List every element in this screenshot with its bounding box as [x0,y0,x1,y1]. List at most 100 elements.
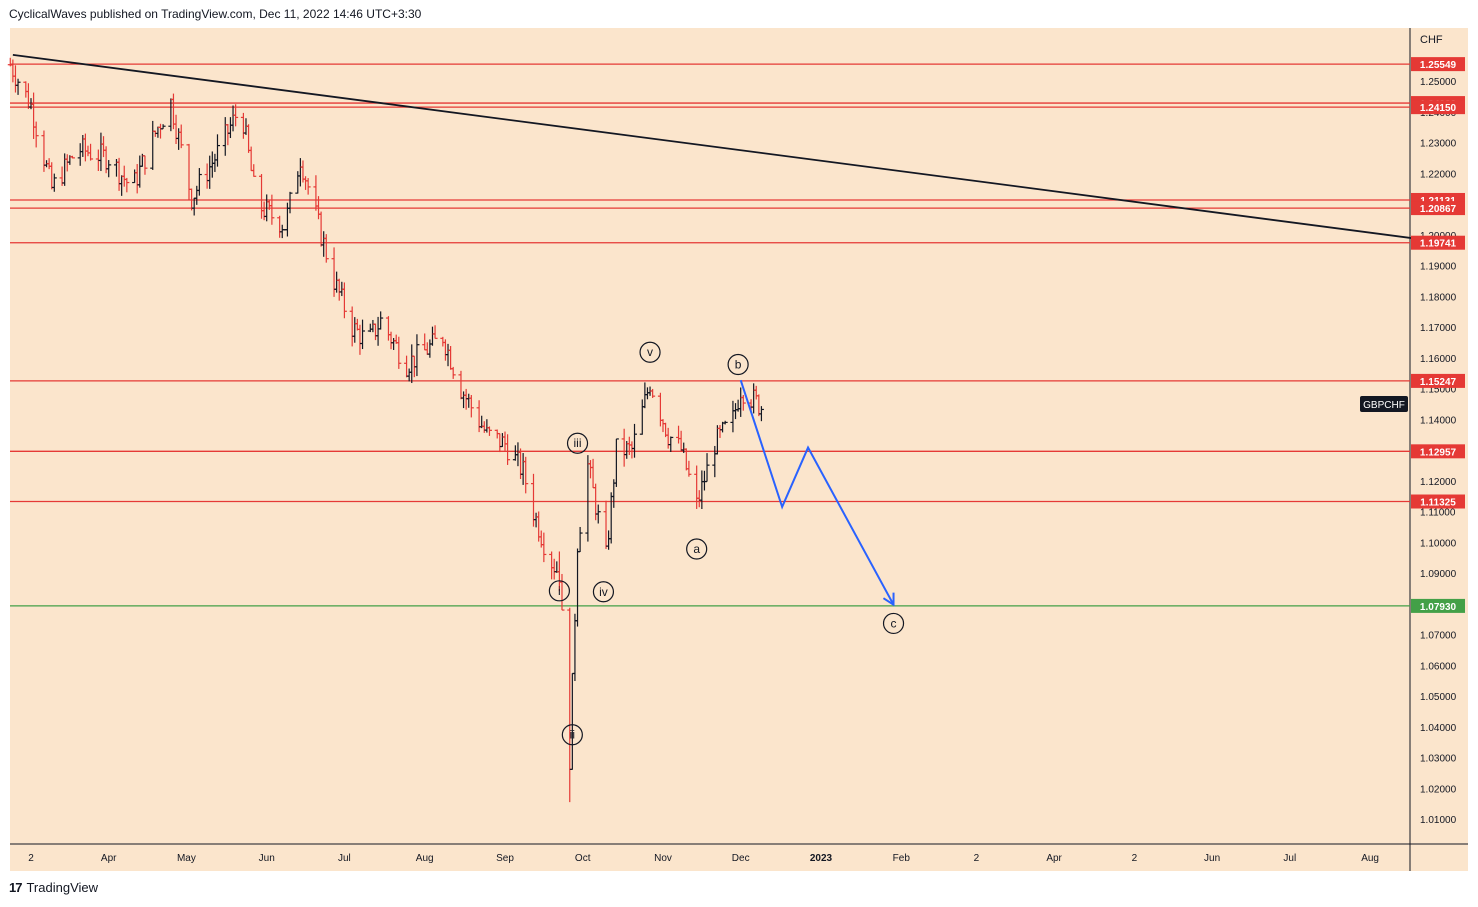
ohlc-bar [378,311,384,330]
time-tick-label: Nov [654,853,672,864]
time-tick-label: Dec [732,853,750,864]
symbol-tag[interactable]: GBPCHF [1360,396,1408,412]
time-tick-label: Jul [1283,853,1296,864]
wave-label-text: iii [574,436,582,450]
ohlc-bar [450,366,456,379]
ohlc-bar [704,453,710,483]
level-tag [1411,201,1465,216]
ohlc-bar [468,395,474,418]
wave-label-circle [548,580,570,602]
ohlc-bar [196,168,202,196]
price-tick-label: 1.03000 [1420,754,1457,765]
wave-label: ii [561,724,583,746]
projection-group [739,379,895,607]
time-tick-label: 2 [974,853,980,864]
ohlc-bar [233,104,239,127]
time-tick-label: Sep [496,853,514,864]
ohlc-bar [613,438,619,487]
price-tick-label: 1.02000 [1420,784,1457,795]
wave-label-circle [639,341,661,363]
wave-label-circle [561,724,583,746]
ohlc-bar [106,160,112,178]
ohlc-bar [758,406,764,422]
level-tag-label: 1.07930 [1420,602,1457,613]
price-tick-label: 1.19000 [1420,262,1457,273]
time-tick-label: 2 [1132,853,1138,864]
currency-label: CHF [1420,34,1443,46]
wave-label-circle [686,538,708,560]
ohlc-bar [577,526,583,553]
projection-arrowhead [882,592,895,607]
tradingview-logo-icon: 17 [9,880,23,895]
ohlc-bar [414,334,420,377]
footer: 17 TradingView [9,880,98,895]
level-price-tags: 1.255491.242821.241501.211311.208671.197… [1411,57,1465,613]
level-tag [1411,100,1465,115]
price-tick-label: 1.09000 [1420,569,1457,580]
wave-label: c [882,612,905,635]
level-tag-label: 1.25549 [1420,60,1457,71]
price-tick-label: 1.14000 [1420,415,1457,426]
ohlc-bar [269,194,275,225]
footer-brand: TradingView [26,880,99,895]
price-tick-label: 1.11000 [1420,508,1456,519]
ohlc-bar [686,460,692,477]
wave-label-circle [592,581,615,603]
ohlc-bar [632,423,638,458]
wave-label-text: c [891,616,897,630]
time-tick-label: 2 [28,853,34,864]
ohlc-bar [323,234,329,263]
wave-label: v [639,341,661,363]
ohlc-bar [142,155,148,175]
wave-label-text: v [647,345,653,359]
time-tick-label: Jun [1204,853,1220,864]
ohlc-bar [88,143,94,161]
level-tag-label: 1.20867 [1420,204,1457,215]
time-tick-label: 2023 [810,853,833,864]
ohlc-bar [214,134,220,167]
symbol-label: GBPCHF [1363,400,1405,411]
price-tick-label: 1.16000 [1420,354,1457,365]
ohlc-bar [523,456,529,494]
wave-label-circle [727,353,749,376]
time-tick-label: Apr [1046,853,1062,864]
time-tick-label: Jul [338,853,351,864]
trendline [12,53,1441,243]
price-tick-label: 1.23000 [1420,139,1457,150]
price-tick-label: 1.10000 [1420,538,1457,549]
level-tag-label: 1.19741 [1420,239,1457,250]
ohlc-bar [396,336,402,369]
ohlc-bars [7,57,764,803]
price-tick-label: 1.05000 [1420,692,1457,703]
wave-label-text: b [735,358,742,372]
horizontal-levels [10,63,1410,607]
trendline-group [12,53,1441,243]
level-tag [1411,444,1465,459]
ohlc-bar [541,532,547,563]
price-tick-label: 1.18000 [1420,292,1457,303]
time-tick-label: Apr [101,853,117,864]
wave-label-text: a [693,542,700,556]
ohlc-bar [178,124,184,149]
ohlc-bar [287,191,293,214]
price-tick-label: 1.04000 [1420,723,1457,734]
wave-label-text: iv [599,585,608,599]
ohlc-bar [505,434,511,465]
ohlc-bar [124,177,130,193]
time-tick-label: Feb [893,853,911,864]
plot-background [10,28,1410,844]
ohlc-bar [432,325,438,339]
ohlc-bar [305,178,311,195]
price-tick-label: 1.07000 [1420,631,1457,642]
ohlc-bar [251,164,257,177]
time-tick-label: Jun [259,853,275,864]
level-tag-label: 1.24150 [1420,103,1457,114]
wave-label-text: ii [570,728,575,742]
level-tag [1411,57,1465,72]
price-tick-label: 1.06000 [1420,661,1457,672]
time-tick-label: Aug [1361,853,1379,864]
ohlc-bar [51,173,57,192]
level-tag [1411,598,1465,613]
price-tick-label: 1.17000 [1420,323,1457,334]
